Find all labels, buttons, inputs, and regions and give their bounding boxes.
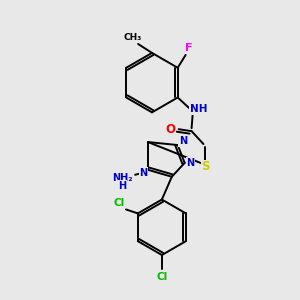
Text: CH₃: CH₃ (123, 33, 141, 42)
Text: Cl: Cl (113, 199, 125, 208)
Text: NH₂: NH₂ (112, 173, 133, 183)
Text: S: S (201, 160, 210, 173)
Text: H: H (118, 181, 126, 191)
Text: N: N (178, 136, 187, 146)
Text: Cl: Cl (156, 272, 167, 282)
Text: F: F (185, 43, 192, 53)
Text: N: N (187, 158, 195, 168)
Text: NH: NH (190, 104, 207, 114)
Text: N: N (139, 168, 147, 178)
Text: O: O (166, 123, 176, 136)
